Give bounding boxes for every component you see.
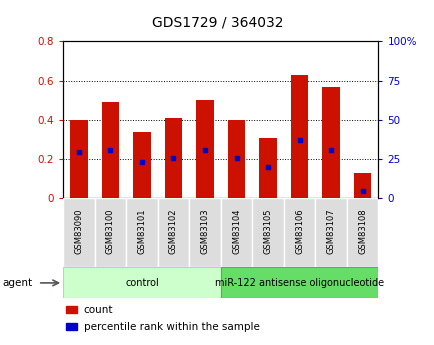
Bar (220, 267, 378, 298)
Bar (259, 138, 276, 198)
Text: agent: agent (2, 278, 32, 288)
Text: control: control (125, 278, 158, 288)
Bar (66, 323, 77, 330)
Bar (353, 173, 371, 198)
Bar (63, 267, 220, 298)
Text: GSM83108: GSM83108 (357, 209, 366, 254)
Bar (66, 306, 77, 313)
Bar (346, 198, 378, 267)
Bar (126, 198, 157, 267)
Bar (189, 198, 220, 267)
Text: GSM83102: GSM83102 (168, 209, 178, 254)
Text: GSM83101: GSM83101 (137, 209, 146, 254)
Text: GSM83106: GSM83106 (294, 209, 303, 254)
Bar (157, 198, 189, 267)
Bar (133, 132, 150, 198)
Text: GSM83100: GSM83100 (105, 209, 115, 254)
Bar (220, 198, 252, 267)
Text: GSM83107: GSM83107 (326, 209, 335, 254)
Bar (95, 198, 126, 267)
Text: count: count (83, 305, 113, 315)
Bar (164, 118, 182, 198)
Text: GSM83105: GSM83105 (263, 209, 272, 254)
Bar (322, 87, 339, 198)
Bar (290, 75, 308, 198)
Bar (283, 198, 315, 267)
Text: GSM83090: GSM83090 (74, 209, 83, 254)
Bar (70, 120, 87, 198)
Bar (315, 198, 346, 267)
Bar (227, 120, 245, 198)
Bar (252, 198, 283, 267)
Bar (102, 102, 119, 198)
Text: percentile rank within the sample: percentile rank within the sample (83, 322, 259, 332)
Text: miR-122 antisense oligonucleotide: miR-122 antisense oligonucleotide (214, 278, 383, 288)
Bar (196, 100, 213, 198)
Text: GSM83103: GSM83103 (200, 209, 209, 254)
Bar (63, 198, 95, 267)
Text: GSM83104: GSM83104 (231, 209, 240, 254)
Text: GDS1729 / 364032: GDS1729 / 364032 (151, 16, 283, 29)
